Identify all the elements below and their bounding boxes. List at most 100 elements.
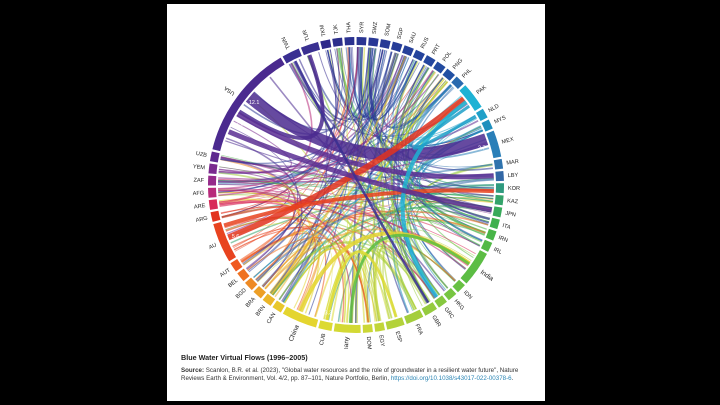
arc-swz	[368, 37, 379, 47]
arc-are	[208, 199, 218, 210]
label-zaf: ZAF	[193, 178, 204, 184]
arc-egy	[374, 322, 385, 332]
arc-sgp	[390, 41, 403, 53]
arc-germany	[333, 323, 361, 333]
doi-link[interactable]: https://doi.org/10.1038/s43017-022-00378…	[390, 375, 512, 383]
figure-panel: USA TWN TUR TKM TJK THA SYR SWZ SOM SGP SAU RUS PRT P…	[167, 4, 545, 401]
arc-mar	[493, 158, 504, 170]
flow-ribbon	[390, 65, 431, 303]
arc-can	[272, 300, 285, 313]
arc-tha	[344, 37, 355, 46]
chord-arcs	[208, 37, 504, 333]
arc-gbr	[421, 302, 438, 316]
arc-dom	[362, 324, 373, 333]
arc-sau	[402, 45, 414, 57]
label-can: CAN	[266, 312, 277, 325]
flow-ribbon	[360, 47, 388, 118]
label-bel: BEL	[227, 278, 239, 289]
chord-value-labels: 12.1 7.6 5.6 3.3 2.7	[232, 100, 486, 316]
major-flow-ribbon	[325, 250, 398, 321]
label-uzb: UZB	[195, 151, 207, 159]
arc-aut	[230, 259, 243, 272]
flow-ribbon	[392, 125, 482, 313]
label-usa: USA	[223, 84, 236, 96]
value-label-au: 5.6	[232, 234, 240, 240]
flow-ribbon	[284, 248, 349, 323]
flow-ribbon	[264, 243, 333, 320]
arc-grc	[434, 295, 447, 308]
major-flow-ribbon	[236, 111, 494, 180]
value-label-mex: 2.7	[478, 146, 486, 152]
flow-ribbon	[409, 84, 482, 149]
label-china: China	[288, 324, 301, 343]
arc-syr	[356, 37, 367, 46]
arc-mys	[481, 119, 493, 132]
label-aut: AUT	[219, 267, 232, 279]
major-flow-ribbon	[294, 60, 430, 304]
arc-bgd	[244, 277, 258, 291]
flow-ribbon	[221, 206, 295, 261]
arc-esp	[385, 317, 405, 330]
label-twn: TWN	[281, 36, 292, 50]
label-kor: KOR	[508, 186, 520, 192]
label-au: AU	[208, 243, 218, 252]
label-rus: RUS	[420, 36, 431, 49]
arc-hkg	[443, 287, 457, 301]
arc-lby	[495, 170, 504, 182]
flow-ribbon	[358, 47, 420, 121]
figure-title: Blue Water Virtual Flows (1996–2005)	[181, 353, 308, 362]
flow-ribbon	[328, 185, 495, 321]
arc-irn	[485, 228, 497, 241]
flow-ribbon	[218, 55, 406, 193]
arc-jpn	[492, 206, 503, 218]
label-tjk: TJK	[333, 24, 340, 35]
label-swz: SWZ	[372, 21, 380, 35]
value-label-usa: 7.6	[236, 122, 244, 128]
arc-tur	[300, 41, 321, 56]
label-mys: MYS	[493, 115, 507, 126]
arc-prt	[423, 55, 436, 67]
label-hkg: HKG	[453, 299, 465, 312]
label-som: SOM	[384, 23, 393, 37]
label-bgd: BGD	[235, 287, 248, 300]
label-nld: NLD	[488, 103, 501, 114]
flow-ribbon	[378, 247, 427, 319]
flow-ribbon	[225, 137, 303, 288]
arc-irl	[480, 239, 493, 252]
label-grc: GRC	[443, 306, 455, 320]
label-arg: ARG	[195, 215, 208, 223]
label-tkm: TKM	[319, 24, 327, 37]
label-mex: MEX	[501, 136, 515, 145]
arc-usa	[212, 57, 285, 152]
arc-au	[213, 222, 237, 262]
label-brn: BRN	[255, 305, 267, 318]
major-flow-ribbon	[412, 104, 477, 150]
flow-ribbon	[270, 242, 418, 310]
flow-ribbon	[366, 179, 494, 323]
major-flow-ribbon	[223, 188, 494, 228]
major-flow-ribbon	[245, 92, 489, 161]
arc-brn	[262, 293, 276, 306]
flow-ribbon	[278, 246, 377, 322]
flow-ribbon	[218, 188, 467, 270]
label-fra: FRA	[414, 323, 424, 336]
flow-ribbon	[255, 177, 494, 282]
arc-arg	[210, 210, 221, 222]
flow-ribbon	[367, 47, 448, 289]
major-flow-ribbon	[227, 129, 493, 213]
flow-ribbon	[271, 205, 492, 296]
arc-mex	[486, 130, 502, 159]
label-dom: DOM	[365, 336, 372, 349]
label-kaz: KAZ	[507, 198, 519, 205]
label-pol: POL	[442, 50, 453, 63]
major-flow-ribbon	[238, 54, 325, 140]
arc-bel	[237, 268, 250, 282]
label-esp: ESP	[394, 331, 403, 344]
flow-ribbon	[392, 64, 434, 127]
arc-india	[460, 250, 487, 284]
flow-ribbon	[257, 49, 336, 282]
label-png: PNG	[452, 58, 464, 71]
arc-kor	[495, 183, 504, 194]
arc-tkm	[320, 39, 332, 50]
arc-zaf	[208, 175, 217, 186]
